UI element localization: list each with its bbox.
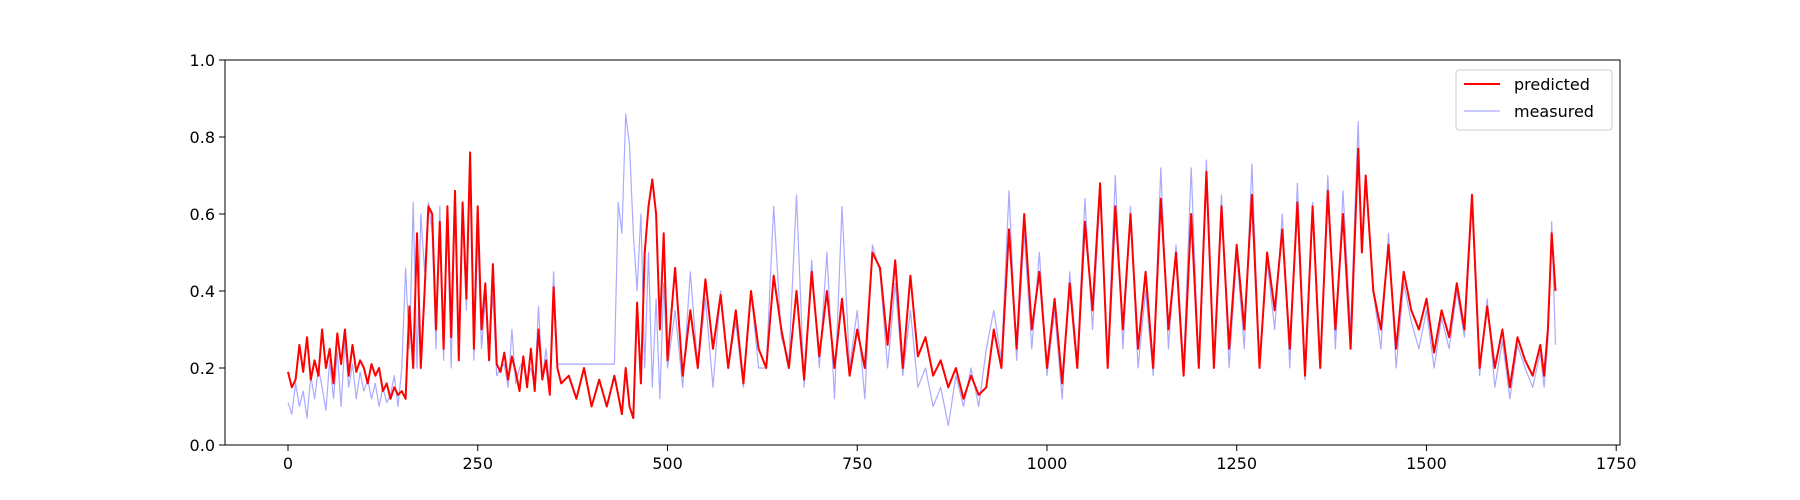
- series-line-predicted: [287, 147, 1557, 420]
- legend-label-predicted: predicted: [1514, 75, 1590, 94]
- x-tick-label: 1500: [1406, 454, 1447, 473]
- x-axis: 0 250 500 750 1000 1250 1500 1750: [283, 445, 1637, 473]
- y-tick-label: 0.0: [190, 436, 215, 455]
- legend: predicted measured: [1455, 69, 1613, 131]
- y-tick-label: 0.8: [190, 128, 215, 147]
- y-axis: 0.0 0.2 0.4 0.6 0.8 1.0: [190, 51, 225, 455]
- legend-label-measured: measured: [1514, 102, 1594, 121]
- x-tick-label: 750: [842, 454, 873, 473]
- x-tick-label: 1250: [1216, 454, 1257, 473]
- y-tick-label: 0.6: [190, 205, 215, 224]
- axes-frame: [224, 59, 1621, 446]
- x-tick-label: 1000: [1027, 454, 1068, 473]
- y-tick-label: 0.4: [190, 282, 215, 301]
- x-tick-label: 0: [283, 454, 293, 473]
- plot-area: [287, 113, 1557, 427]
- x-tick-label: 250: [462, 454, 493, 473]
- x-tick-label: 500: [652, 454, 683, 473]
- x-tick-label: 1750: [1596, 454, 1637, 473]
- y-tick-label: 0.2: [190, 359, 215, 378]
- y-tick-label: 1.0: [190, 51, 215, 70]
